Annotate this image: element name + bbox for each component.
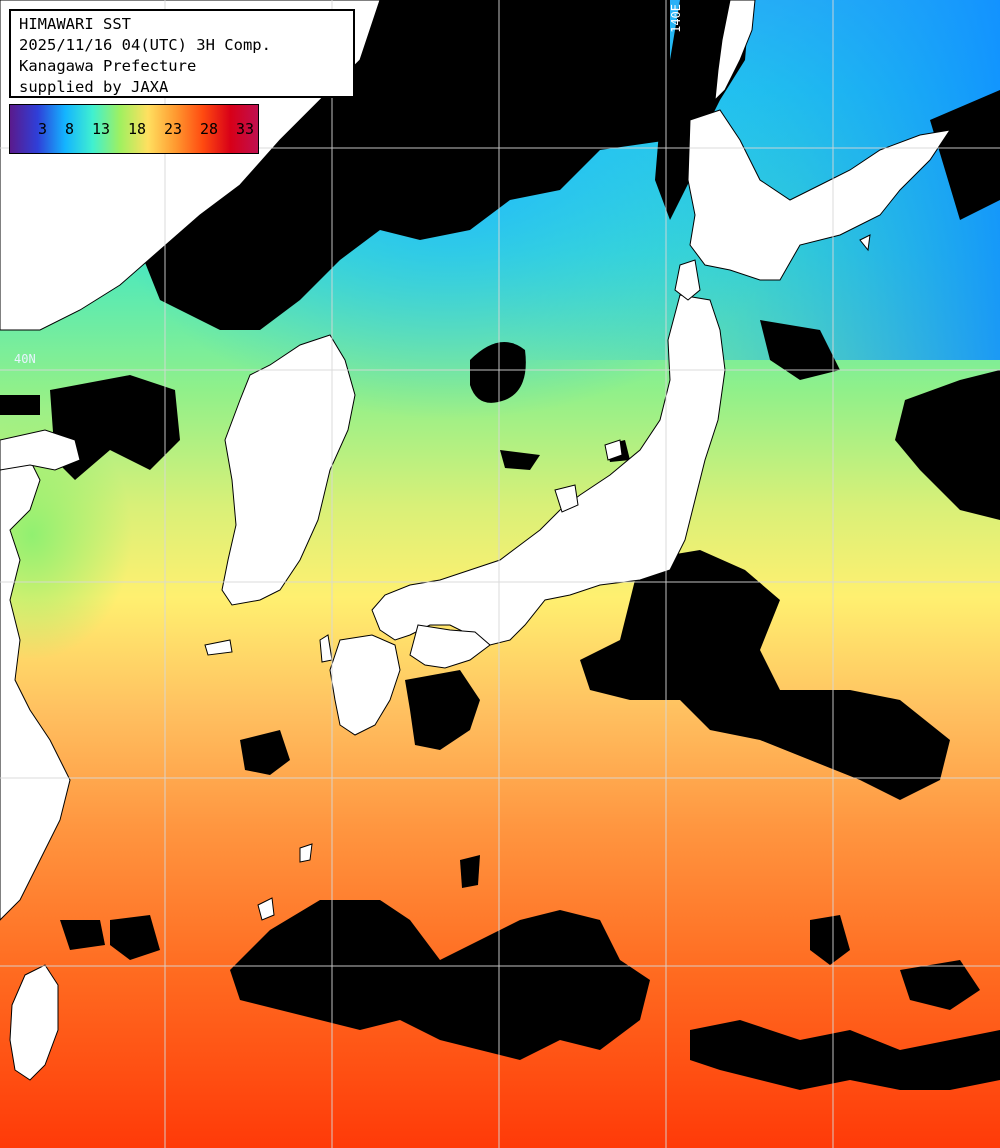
landmass-hokkaido: [687, 109, 952, 281]
landmass-china-coast: [0, 459, 71, 921]
legend-tick-18: 18: [127, 120, 146, 138]
supplier-label: supplied by JAXA: [19, 78, 169, 96]
landmass-shandong: [0, 429, 81, 471]
legend-tick-23: 23: [163, 120, 182, 138]
product-title: HIMAWARI SST: [19, 15, 131, 33]
temperature-legend: 3 8 13 18 23 28 33: [9, 104, 259, 154]
landmass-kuril: [859, 234, 871, 252]
provider-label: Kanagawa Prefecture: [19, 57, 197, 75]
legend-tick-28: 28: [199, 120, 218, 138]
landmass-rishiri: [674, 259, 701, 301]
legend-tick-33: 33: [235, 120, 254, 138]
info-box: HIMAWARI SST 2025/11/16 04(UTC) 3H Comp.…: [9, 9, 355, 98]
legend-tick-13: 13: [91, 120, 110, 138]
landmass-jeju: [204, 639, 233, 656]
landmass-sakhalin: [714, 0, 756, 102]
landmass-noto: [554, 484, 579, 513]
landmass-sado: [604, 439, 623, 461]
landmass-shikoku: [409, 624, 491, 669]
timestamp-label: 2025/11/16 04(UTC) 3H Comp.: [19, 36, 271, 54]
legend-color-bar: [10, 105, 258, 153]
landmass-izu-islands: [299, 843, 313, 863]
landmass-okinawa: [257, 897, 275, 921]
legend-tick-3: 3: [38, 120, 48, 138]
lon-grid-label: 140E: [669, 4, 683, 33]
legend-tick-labels: 3 8 13 18 23 28 33: [10, 105, 258, 153]
landmass-kyushu: [329, 634, 401, 736]
lat-grid-label: 40N: [14, 352, 36, 366]
landmass-taiwan: [9, 964, 59, 1081]
legend-tick-8: 8: [64, 120, 74, 138]
